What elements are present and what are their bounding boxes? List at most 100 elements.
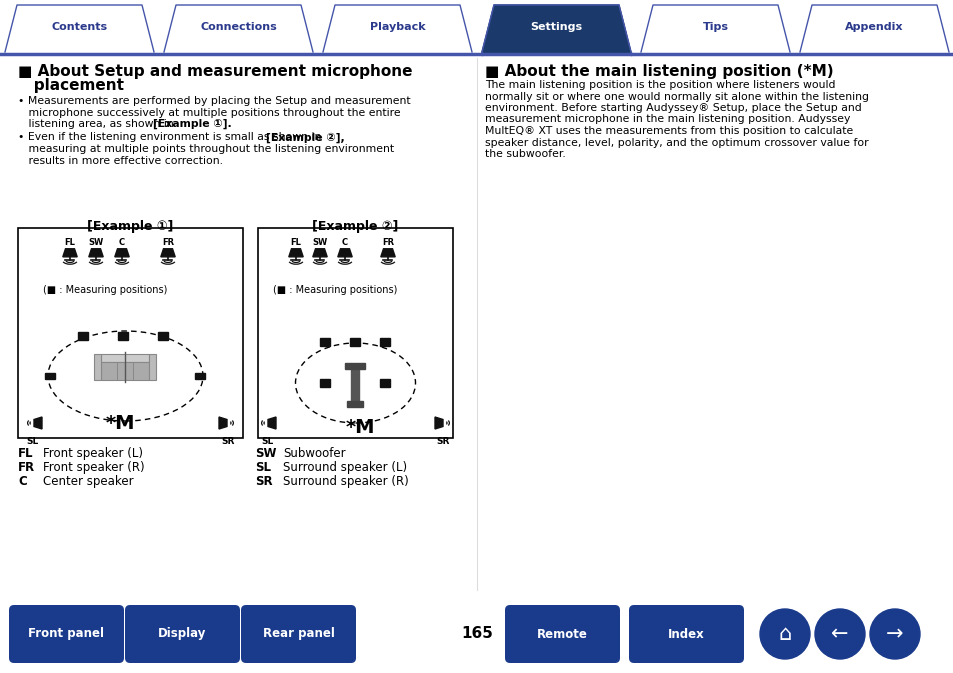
Text: ■ About Setup and measurement microphone: ■ About Setup and measurement microphone (18, 64, 412, 79)
Text: Front speaker (R): Front speaker (R) (43, 461, 145, 474)
Polygon shape (89, 249, 103, 257)
Polygon shape (63, 249, 77, 257)
Text: Surround speaker (R): Surround speaker (R) (283, 475, 408, 488)
Text: Index: Index (667, 627, 704, 641)
Text: SL: SL (262, 437, 274, 446)
FancyBboxPatch shape (628, 605, 743, 663)
Text: FR: FR (381, 238, 394, 247)
Text: SL: SL (254, 461, 271, 474)
Text: FR: FR (162, 238, 173, 247)
Circle shape (869, 609, 919, 659)
Polygon shape (114, 249, 129, 257)
Text: Surround speaker (L): Surround speaker (L) (283, 461, 407, 474)
Text: Center speaker: Center speaker (43, 475, 133, 488)
Polygon shape (323, 5, 472, 52)
Polygon shape (158, 332, 169, 340)
FancyBboxPatch shape (241, 605, 355, 663)
Text: FL: FL (18, 447, 33, 460)
Polygon shape (164, 5, 313, 52)
Text: [Example ②]: [Example ②] (312, 220, 398, 233)
Polygon shape (118, 332, 129, 340)
Polygon shape (161, 249, 175, 257)
Polygon shape (347, 401, 363, 407)
Text: FR: FR (18, 461, 35, 474)
Polygon shape (380, 338, 390, 346)
Text: measurement microphone in the main listening position. Audyssey: measurement microphone in the main liste… (484, 114, 849, 125)
Text: placement: placement (18, 78, 124, 93)
Text: [Example ①]: [Example ①] (88, 220, 173, 233)
Text: SW: SW (254, 447, 276, 460)
Polygon shape (78, 332, 89, 340)
Polygon shape (268, 417, 275, 429)
Text: Tips: Tips (701, 22, 728, 32)
Polygon shape (101, 354, 150, 362)
Polygon shape (320, 379, 330, 387)
Text: C: C (18, 475, 27, 488)
Circle shape (760, 609, 809, 659)
Text: SR: SR (221, 437, 234, 446)
Text: *M: *M (106, 414, 135, 433)
Text: environment. Before starting Audyssey® Setup, place the Setup and: environment. Before starting Audyssey® S… (484, 103, 861, 113)
Polygon shape (195, 373, 205, 379)
Text: normally sit or where one would normally sit alone within the listening: normally sit or where one would normally… (484, 92, 868, 102)
Text: SW: SW (312, 238, 327, 247)
Text: the subwoofer.: the subwoofer. (484, 149, 565, 159)
Text: C: C (119, 238, 125, 247)
Text: ⌂: ⌂ (778, 624, 791, 644)
FancyBboxPatch shape (504, 605, 619, 663)
Text: FL: FL (65, 238, 75, 247)
Polygon shape (313, 249, 327, 257)
Polygon shape (481, 5, 630, 55)
Text: (■ : Measuring positions): (■ : Measuring positions) (273, 285, 397, 295)
Text: C: C (341, 238, 348, 247)
Polygon shape (380, 249, 395, 257)
Text: Appendix: Appendix (844, 22, 902, 32)
Polygon shape (345, 363, 365, 369)
Text: Subwoofer: Subwoofer (283, 447, 345, 460)
Text: Rear panel: Rear panel (262, 627, 335, 641)
Polygon shape (5, 5, 153, 52)
Polygon shape (219, 417, 227, 429)
Text: [Example ①].: [Example ①]. (152, 119, 232, 129)
Text: listening area, as shown in: listening area, as shown in (18, 119, 177, 129)
Polygon shape (46, 373, 55, 379)
Bar (257, 228, 453, 438)
Polygon shape (320, 338, 330, 346)
Polygon shape (337, 249, 352, 257)
Text: SL: SL (27, 437, 39, 446)
Polygon shape (435, 417, 442, 429)
Text: 165: 165 (460, 627, 493, 641)
Text: results in more effective correction.: results in more effective correction. (18, 155, 223, 166)
Text: Front panel: Front panel (29, 627, 105, 641)
Polygon shape (94, 354, 101, 380)
Text: *M: *M (345, 418, 375, 437)
Circle shape (814, 609, 864, 659)
Text: The main listening position is the position where listeners would: The main listening position is the posit… (484, 80, 835, 90)
Text: ■ About the main listening position (*M): ■ About the main listening position (*M) (484, 64, 833, 79)
Polygon shape (350, 338, 360, 346)
Text: measuring at multiple points throughout the listening environment: measuring at multiple points throughout … (18, 144, 394, 154)
Polygon shape (150, 354, 156, 380)
Text: (■ : Measuring positions): (■ : Measuring positions) (43, 285, 167, 295)
Text: SR: SR (436, 437, 449, 446)
Polygon shape (800, 5, 948, 52)
Polygon shape (289, 249, 303, 257)
Text: FL: FL (291, 238, 301, 247)
Text: • Even if the listening environment is small as shown in: • Even if the listening environment is s… (18, 133, 325, 143)
Text: speaker distance, level, polarity, and the optimum crossover value for: speaker distance, level, polarity, and t… (484, 137, 868, 147)
FancyBboxPatch shape (9, 605, 124, 663)
Text: SW: SW (89, 238, 104, 247)
Text: Display: Display (158, 627, 207, 641)
Text: Contents: Contents (51, 22, 108, 32)
Text: Settings: Settings (530, 22, 582, 32)
Polygon shape (34, 417, 42, 429)
Polygon shape (380, 379, 390, 387)
Text: Front speaker (L): Front speaker (L) (43, 447, 143, 460)
Polygon shape (101, 362, 150, 380)
Text: Playback: Playback (370, 22, 425, 32)
Text: Connections: Connections (200, 22, 276, 32)
Text: MultEQ® XT uses the measurements from this position to calculate: MultEQ® XT uses the measurements from th… (484, 126, 852, 136)
Text: [Example ②],: [Example ②], (266, 133, 344, 143)
Text: Remote: Remote (537, 627, 587, 641)
Text: →: → (885, 624, 902, 644)
